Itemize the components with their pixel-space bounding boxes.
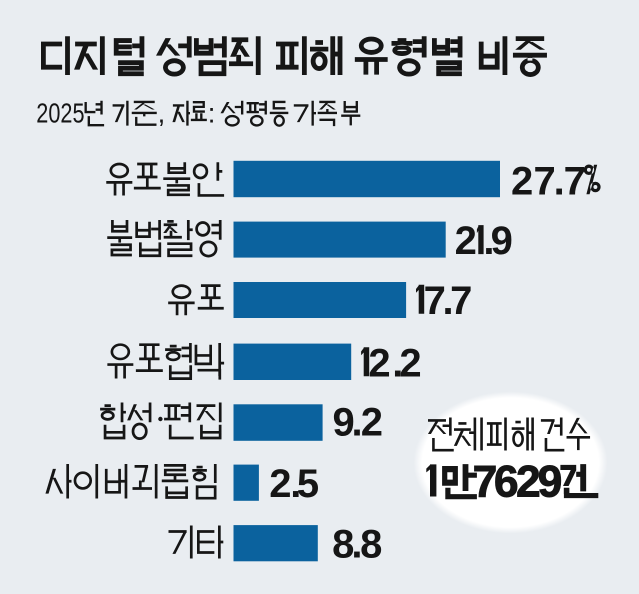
svg-text:.: . <box>351 523 362 567</box>
svg-text:5: 5 <box>297 462 319 506</box>
svg-text:2025: 2025 <box>36 98 84 129</box>
svg-text:2: 2 <box>399 341 421 385</box>
svg-text:,: , <box>158 98 166 129</box>
svg-text:8: 8 <box>332 523 354 567</box>
svg-text:2: 2 <box>455 219 477 263</box>
svg-text:.: . <box>351 400 362 444</box>
svg-text:.: . <box>443 279 454 323</box>
svg-text:.: . <box>554 159 565 203</box>
svg-text::: : <box>208 98 216 129</box>
svg-text:7: 7 <box>533 159 555 203</box>
svg-text:.: . <box>392 341 403 385</box>
svg-text:2: 2 <box>361 400 383 444</box>
svg-text:2: 2 <box>511 159 533 203</box>
svg-text:7: 7 <box>473 458 498 507</box>
svg-text:8: 8 <box>360 523 382 567</box>
svg-text:2: 2 <box>516 458 541 507</box>
svg-text:7: 7 <box>564 159 586 203</box>
svg-text:2: 2 <box>368 341 390 385</box>
svg-text:7: 7 <box>450 279 472 323</box>
svg-text:9: 9 <box>491 219 513 263</box>
svg-text:.: . <box>290 462 301 506</box>
svg-text:9: 9 <box>332 400 354 444</box>
svg-text:2: 2 <box>269 462 291 506</box>
svg-text:9: 9 <box>538 458 563 507</box>
svg-text:6: 6 <box>494 458 519 507</box>
svg-text:.: . <box>483 219 494 263</box>
svg-text:7: 7 <box>424 279 446 323</box>
